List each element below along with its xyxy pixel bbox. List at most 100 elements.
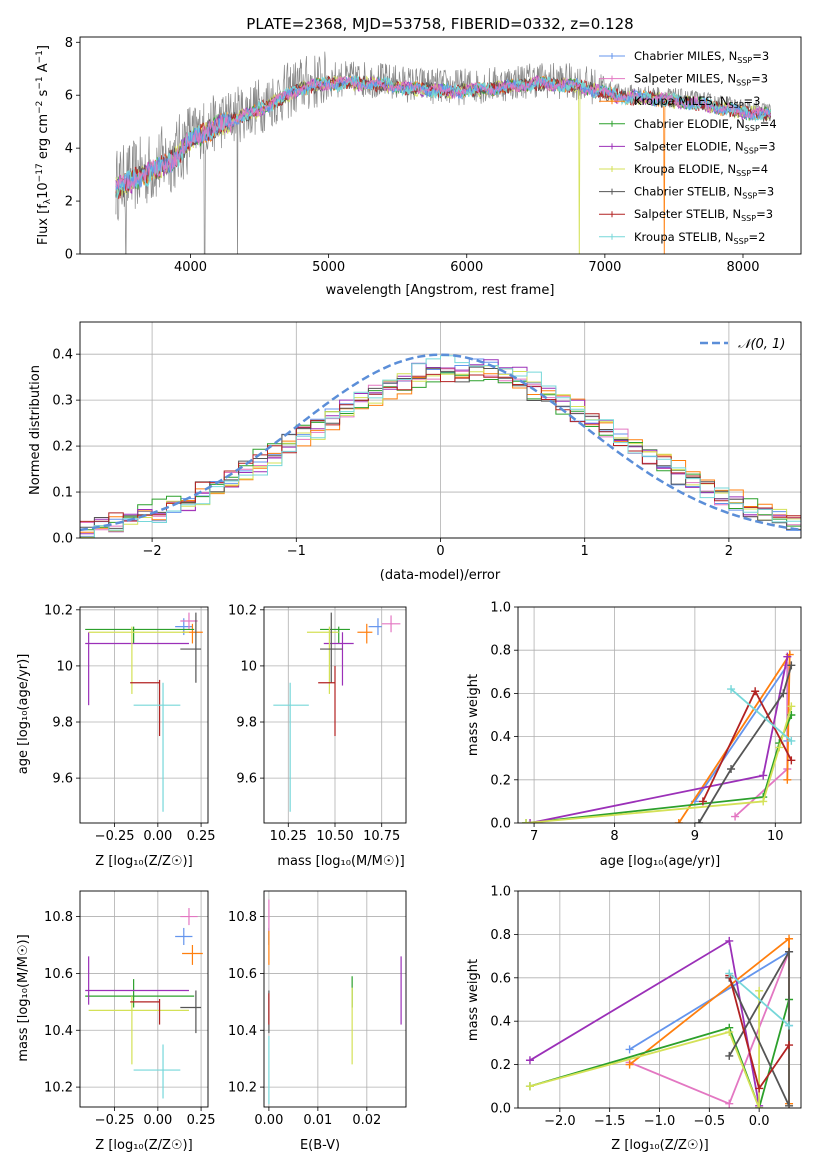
residuals-ytick-label: 0.3: [52, 394, 73, 409]
weight-vs-age-ytick-label: 0.6: [490, 687, 511, 702]
weight-vs-age-marker: [759, 771, 768, 780]
age-vs-metallicity-ytick-label: 10.2: [44, 603, 73, 618]
weight-vs-metallicity-marker: [785, 1041, 794, 1050]
residuals-histograms: [80, 353, 801, 538]
residuals-xtick-label: 2: [725, 544, 733, 559]
weight-vs-metallicity-marker: [785, 934, 794, 943]
spectrum-ytick-label: 8: [65, 36, 73, 51]
weight-vs-age-marker: [751, 687, 760, 696]
mass-vs-ebv-frame: [263, 890, 407, 1108]
weight-vs-metallicity-ytick-label: 0.4: [490, 1015, 511, 1030]
mass-vs-metallicity-points: [85, 908, 203, 1099]
spectrum-legend-label: Chabrier STELIB, NSSP=3: [634, 185, 774, 201]
weight-vs-metallicity-marker: [725, 969, 734, 978]
spectrum-ytick-label: 4: [65, 142, 73, 157]
spectrum-ylabel: Flux [fλ10−17 erg cm−2 s−1 A−1]: [35, 45, 53, 245]
spectrum-legend-label: Chabrier MILES, NSSP=3: [634, 49, 769, 65]
weight-vs-metallicity-line-kroupa-stelib: [728, 972, 790, 1027]
weight-vs-age-marker: [674, 819, 683, 823]
weight-vs-metallicity-ytick-label: 0.0: [490, 1102, 511, 1117]
mass-vs-ebv-xtick-label: 0.00: [254, 1113, 283, 1128]
weight-vs-metallicity-marker: [755, 1104, 764, 1108]
weight-vs-metallicity-marker: [755, 1084, 764, 1093]
weight-vs-metallicity-marker: [785, 1101, 794, 1108]
mass-vs-metallicity-ylabel: mass [log₁₀(M/M☉)]: [16, 934, 31, 1061]
residuals-hist-kroupa-stelib: [80, 355, 801, 538]
weight-vs-age-lines: [522, 650, 796, 823]
weight-vs-age-ytick-label: 1.0: [490, 601, 511, 616]
age-vs-metallicity-xtick-label: 0.25: [187, 829, 216, 844]
age-vs-mass-points: [273, 612, 401, 812]
residuals-ytick-label: 0.1: [52, 486, 73, 501]
residuals-xtick-label: −2: [143, 544, 162, 559]
mass-vs-metallicity-xtick-label: 0.25: [187, 1113, 216, 1128]
spectrum-xtick-label: 6000: [450, 260, 483, 275]
age-vs-metallicity-ytick-label: 9.6: [52, 772, 73, 787]
weight-vs-age-xtick-label: 10: [767, 829, 784, 844]
weight-vs-age-xtick-label: 7: [530, 829, 538, 844]
age-vs-mass-ytick-label: 9.6: [236, 772, 257, 787]
mass-vs-metallicity-xlabel: Z [log₁₀(Z/Z☉)]: [95, 1138, 192, 1153]
weight-vs-age-line-kroupa-stelib: [730, 688, 792, 742]
weight-vs-metallicity-xtick-label: −2.0: [544, 1114, 576, 1129]
weight-vs-metallicity-marker: [725, 1099, 734, 1108]
mass-vs-metallicity-xtick-label: 0.00: [143, 1113, 172, 1128]
weight-vs-metallicity-lines: [525, 934, 794, 1108]
spectrum-xtick-label: 7000: [588, 260, 621, 275]
mass-vs-metallicity-ytick-label: 10.6: [44, 967, 73, 982]
mass-vs-ebv-ytick-label: 10.6: [228, 967, 257, 982]
age-vs-mass-frame: [263, 606, 407, 824]
mass-vs-ebv-xtick-label: 0.01: [303, 1113, 332, 1128]
weight-vs-metallicity-marker: [725, 936, 734, 945]
weight-vs-age-marker: [759, 797, 768, 806]
mass-vs-metallicity-ytick-label: 10.2: [44, 1081, 73, 1096]
residuals-xlabel: (data-model)/error: [380, 568, 501, 583]
weight-vs-metallicity-xtick-label: 0.0: [749, 1114, 770, 1129]
weight-vs-metallicity-marker: [785, 947, 794, 956]
age-vs-mass-xtick-label: 10.25: [270, 829, 307, 844]
weight-vs-age-line-kroupa-elodie: [525, 706, 793, 823]
weight-vs-age-frame: [517, 606, 802, 824]
weight-vs-age-marker: [779, 689, 788, 698]
mass-vs-metallicity-xtick-label: −0.25: [95, 1113, 135, 1128]
weight-vs-age-marker: [787, 756, 796, 765]
residuals-panel: (data-model)/error Normed distribution −…: [28, 321, 802, 583]
weight-vs-age-marker: [727, 765, 736, 773]
spectrum-ytick-label: 2: [65, 195, 73, 210]
spectrum-legend-label: Chabrier ELODIE, NSSP=4: [634, 117, 777, 133]
mass-vs-ebv-ytick-label: 10.2: [228, 1081, 257, 1096]
weight-vs-age-marker: [522, 819, 531, 823]
weight-vs-age-marker: [775, 743, 784, 752]
weight-vs-metallicity-marker: [625, 1045, 634, 1054]
spectrum-ytick-label: 6: [65, 89, 73, 104]
weight-vs-age-ylabel: mass weight: [466, 674, 481, 756]
residuals-ytick-label: 0.4: [52, 348, 73, 363]
age-vs-metallicity-xlabel: Z [log₁₀(Z/Z☉)]: [95, 854, 192, 869]
spectrum-legend-label: Kroupa MILES, NSSP=3: [634, 94, 760, 110]
residuals-frame: [79, 321, 802, 539]
residuals-ytick-label: 0.0: [52, 532, 73, 547]
weight-vs-metallicity-marker: [525, 1056, 534, 1065]
spectrum-model-salpeter-miles: [115, 74, 771, 194]
residuals-normal-curve: [80, 353, 801, 532]
weight-vs-metallicity-ylabel: mass weight: [466, 959, 481, 1041]
weight-vs-metallicity-marker: [625, 1060, 634, 1069]
age-vs-mass-xlabel: mass [log₁₀(M/M☉)]: [277, 854, 404, 869]
spectrum-xtick-label: 5000: [312, 260, 345, 275]
weight-vs-metallicity-ytick-label: 0.8: [490, 928, 511, 943]
spectrum-lines: [115, 51, 772, 254]
mass-vs-metallicity-ytick-label: 10.8: [44, 910, 73, 925]
mass-vs-ebv-ytick-label: 10.4: [228, 1024, 257, 1039]
weight-vs-age-marker: [783, 652, 792, 661]
age-vs-metallicity-xtick-label: 0.00: [143, 829, 172, 844]
weight-vs-metallicity-line-kroupa-elodie: [529, 990, 760, 1108]
weight-vs-age-marker: [787, 736, 796, 745]
mass-vs-metallicity-panel: Z [log₁₀(Z/Z☉)] mass [log₁₀(M/M☉)] −0.25…: [16, 890, 216, 1153]
weight-vs-metallicity-xtick-label: −0.5: [694, 1114, 726, 1129]
weight-vs-metallicity-marker: [525, 1082, 534, 1091]
weight-vs-metallicity-ytick-label: 0.2: [490, 1058, 511, 1073]
weight-vs-metallicity-marker: [785, 1021, 794, 1030]
residuals-xtick-label: −1: [287, 544, 306, 559]
age-vs-metallicity-panel: Z [log₁₀(Z/Z☉)] age [log₁₀(age/yr)] −0.2…: [16, 603, 216, 869]
